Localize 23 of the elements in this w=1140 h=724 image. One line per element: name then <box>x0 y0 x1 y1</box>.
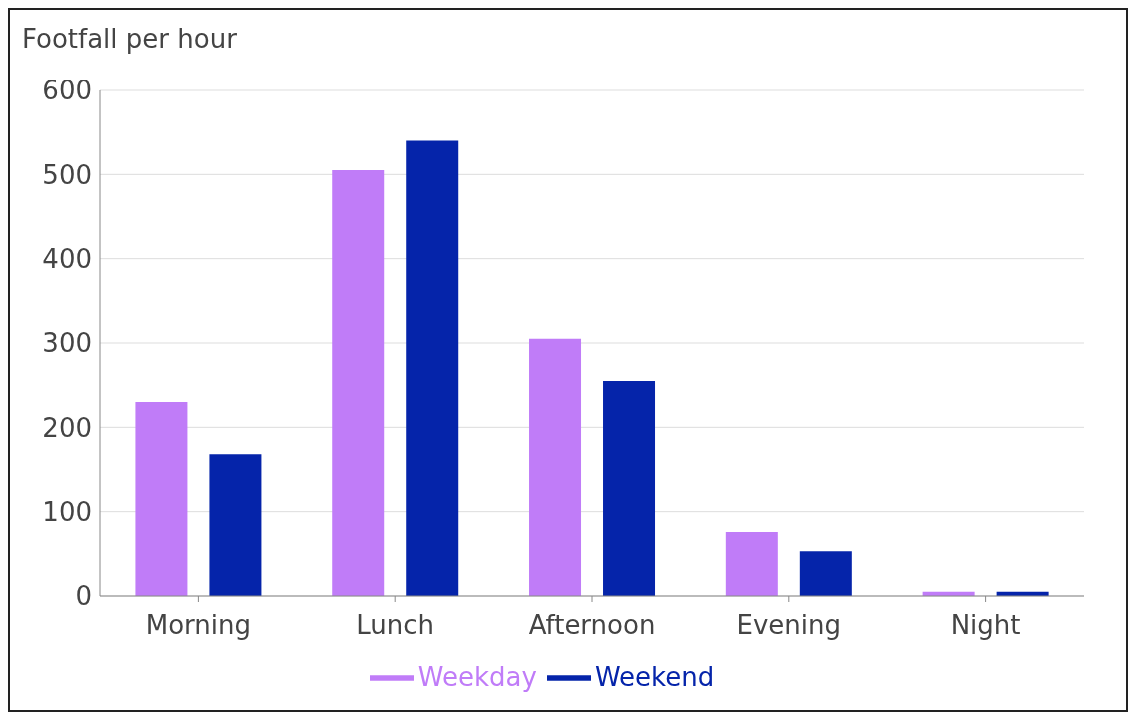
bar <box>406 140 459 596</box>
legend-label: Weekend <box>594 661 715 692</box>
legend-label: Weekday <box>417 661 537 692</box>
bar <box>725 531 778 596</box>
y-tick-label: 600 <box>42 75 92 106</box>
y-axis-title: Footfall per hour <box>22 24 237 54</box>
bar <box>529 338 582 596</box>
y-tick-label: 400 <box>42 243 92 274</box>
x-tick-label: Evening <box>736 610 842 641</box>
bar <box>332 170 385 596</box>
y-tick-label: 500 <box>42 159 92 190</box>
x-tick-label: Night <box>950 610 1021 641</box>
bar <box>209 454 262 596</box>
y-tick-label: 300 <box>42 328 92 359</box>
y-tick-label: 100 <box>42 496 92 527</box>
bar <box>799 551 852 596</box>
bar <box>135 402 188 596</box>
x-tick-label: Lunch <box>356 610 435 641</box>
bar <box>603 380 656 596</box>
x-tick-label: Morning <box>145 610 252 641</box>
y-tick-label: 200 <box>42 412 92 443</box>
y-tick-label: 0 <box>75 581 92 612</box>
x-tick-label: Afternoon <box>528 610 656 641</box>
